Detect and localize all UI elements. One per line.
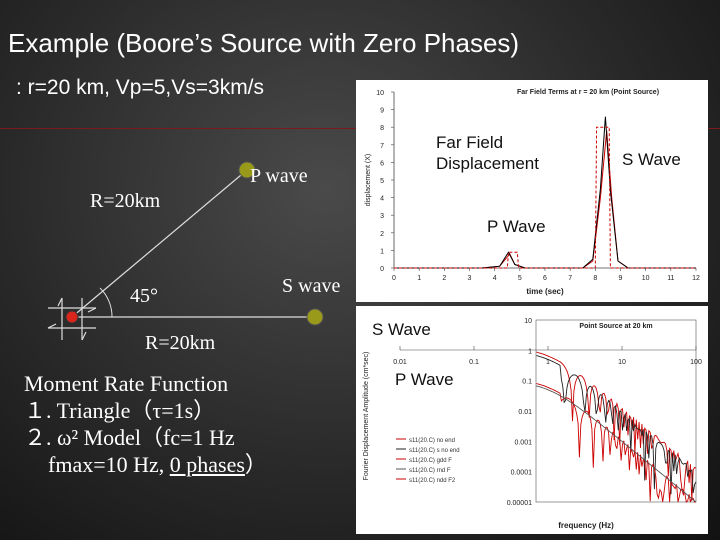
- spectrum-legend-entry: s11(20.C) gdd F: [409, 458, 452, 464]
- time-domain-chart: Far Field Terms at r = 20 km (Point Sour…: [365, 89, 700, 296]
- time-x-tick-label: 11: [667, 275, 674, 282]
- far-field-displacement-label: Far Field Displacement: [436, 133, 539, 173]
- time-x-tick-label: 6: [543, 275, 547, 282]
- time-y-tick-label: 1: [380, 248, 384, 255]
- p-wave-time-label: P Wave: [487, 217, 546, 236]
- moment-rate-item-omega2: ２. ω² Model（fc=1 Hz: [24, 425, 235, 450]
- time-x-axis-label: time (sec): [526, 287, 564, 296]
- time-y-tick-label: 8: [380, 125, 384, 132]
- moment-rate-list: Moment Rate Function １. Triangle（τ=1s） ２…: [24, 370, 267, 478]
- spectrum-x-tick-label: 10: [618, 359, 626, 366]
- spectrum-series-line-1: [536, 355, 697, 495]
- time-x-tick-label: 4: [493, 275, 497, 282]
- time-y-tick-label: 10: [376, 90, 384, 97]
- time-x-tick-label: 2: [442, 275, 446, 282]
- time-x-tick-label: 3: [468, 275, 472, 282]
- spectrum-y-tick-label: 0.0001: [511, 470, 533, 477]
- spectrum-y-tick-label: 0.1: [522, 379, 532, 386]
- spectrum-y-tick-label: 10: [524, 318, 532, 325]
- time-x-tick-label: 5: [518, 275, 522, 282]
- time-x-tick-label: 0: [392, 275, 396, 282]
- source-point: [65, 310, 79, 324]
- time-y-axis-label: displacement (X): [365, 154, 372, 207]
- spectrum-x-tick-label: 100: [690, 359, 702, 366]
- time-x-tick-label: 8: [593, 275, 597, 282]
- time-series-line-1: [394, 116, 696, 269]
- spectrum-chart: Point Source at 20 km 0.01 0.1 1 10 100 10 1 0.1…: [363, 318, 702, 530]
- time-x-tick-label: 12: [692, 275, 700, 282]
- spectrum-legend-entry: s11(20.C) rnd F: [409, 468, 451, 474]
- spectrum-legend-entry: s11(20.C) no end: [409, 438, 455, 444]
- spectrum-y-axis-label: Fourier Displacement Amplitude (cm*sec): [363, 352, 370, 481]
- time-y-tick-label: 0: [380, 266, 384, 273]
- r-label-top: R=20km: [90, 190, 161, 212]
- spectrum-series-line-2: [536, 383, 696, 503]
- moment-rate-item-fmax: fmax=10 Hz, 0 phases）: [24, 451, 267, 478]
- angle-label: 45°: [130, 285, 158, 307]
- spectrum-series-line-3: [536, 385, 697, 503]
- slide-subtitle: : r=20 km, Vp=5,Vs=3km/s: [16, 76, 265, 99]
- time-series-line-2: [394, 126, 696, 269]
- time-chart-title: Far Field Terms at r = 20 km (Point Sour…: [517, 89, 659, 96]
- spectrum-y-tick-label: 1: [528, 348, 532, 355]
- s-wave-spectrum-label: S Wave: [372, 320, 431, 339]
- time-x-tick-label: 7: [568, 275, 572, 282]
- fmax-close-paren: ）: [244, 452, 267, 477]
- s-wave-label: S wave: [282, 275, 341, 297]
- time-y-tick-label: 9: [380, 108, 384, 115]
- force-couple-icon: [47, 297, 97, 341]
- time-y-tick-label: 7: [380, 143, 384, 150]
- spectrum-legend-entry: s11(20.C) ndd F2: [409, 478, 456, 484]
- slide-title: Example (Boore’s Source with Zero Phases…: [8, 28, 520, 58]
- s-station-point: [306, 308, 324, 326]
- spectrum-x-tick-label: 1: [546, 359, 550, 366]
- p-wave-spectrum-label: P Wave: [395, 370, 454, 389]
- spectrum-x-tick-label: 0.1: [469, 359, 479, 366]
- r-label-bottom: R=20km: [145, 332, 216, 354]
- spectrum-y-tick-label: 0.00001: [507, 500, 532, 507]
- moment-rate-item-triangle: １. Triangle（τ=1s）: [24, 398, 216, 423]
- p-station-point: [238, 161, 256, 179]
- spectrum-legend-entry: s11(20.C) s no end: [409, 448, 460, 454]
- spectrum-plot-frame: [535, 319, 697, 503]
- time-domain-chart-panel: Far Field Terms at r = 20 km (Point Sour…: [356, 80, 708, 302]
- time-x-tick-label: 1: [417, 275, 421, 282]
- time-y-tick-label: 3: [380, 213, 384, 220]
- angle-arc: [99, 287, 113, 318]
- spectrum-chart-title: Point Source at 20 km: [579, 323, 652, 330]
- time-y-tick-label: 2: [380, 231, 384, 238]
- fmax-text: fmax=10 Hz,: [48, 452, 170, 477]
- zero-phases-text: 0 phases: [169, 452, 245, 477]
- spectrum-chart-panel: Point Source at 20 km 0.01 0.1 1 10 100 10 1 0.1…: [356, 306, 708, 534]
- spectrum-x-tick-label: 0.01: [393, 359, 407, 366]
- time-x-tick-label: 10: [642, 275, 650, 282]
- source-geometry-diagram: [47, 161, 324, 341]
- ray-to-p-station: [71, 169, 248, 318]
- spectrum-x-axis-label: frequency (Hz): [558, 521, 614, 530]
- spectrum-y-tick-label: 0.01: [518, 409, 532, 416]
- time-y-tick-label: 4: [380, 196, 384, 203]
- spectrum-y-tick-label: 0.001: [514, 439, 532, 446]
- time-y-tick-label: 6: [380, 160, 384, 167]
- time-y-tick-label: 5: [380, 178, 384, 185]
- s-wave-time-label: S Wave: [622, 150, 681, 169]
- moment-rate-heading: Moment Rate Function: [24, 371, 229, 396]
- time-x-tick-label: 9: [619, 275, 623, 282]
- p-wave-label: P wave: [250, 165, 308, 187]
- spectrum-series-line-0: [536, 351, 697, 501]
